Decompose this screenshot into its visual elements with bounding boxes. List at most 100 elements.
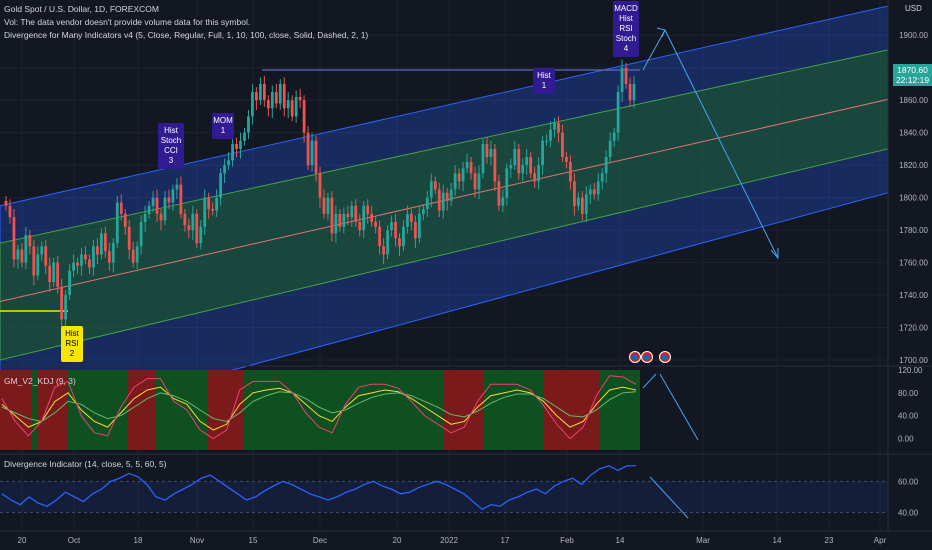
- time-axis-label: 2022: [440, 536, 458, 545]
- candle-body: [96, 246, 99, 255]
- candle-body: [278, 83, 282, 104]
- candle-body: [139, 221, 143, 247]
- candle-body: [334, 213, 338, 234]
- candle-body: [231, 144, 234, 161]
- candle-body: [386, 230, 389, 255]
- candle-body: [402, 226, 405, 247]
- candle-body: [465, 161, 469, 169]
- projection-arrow-down: [664, 29, 779, 259]
- candle-body: [131, 249, 135, 263]
- price-tick-label: 1840.00: [899, 129, 928, 138]
- candle-body: [167, 197, 171, 203]
- candle-body: [127, 226, 131, 250]
- candle-body: [8, 205, 12, 218]
- volume-legend[interactable]: Vol: The data vendor doesn't provide vol…: [4, 17, 251, 27]
- candle-body: [203, 197, 207, 227]
- candle-body: [4, 200, 8, 206]
- arrow-head: [656, 27, 666, 38]
- candle-body: [219, 173, 223, 198]
- time-axis-label: 15: [249, 536, 258, 545]
- candle-body: [56, 262, 60, 287]
- candle-body: [247, 116, 250, 133]
- kdj-legend[interactable]: GM_V2_KDJ (9, 3): [4, 376, 76, 386]
- candles: [4, 59, 636, 330]
- price-tick-label: 1760.00: [899, 259, 928, 268]
- div-tick-label: 40.00: [898, 508, 919, 517]
- candle-body: [338, 213, 342, 227]
- candle-body: [36, 254, 40, 276]
- kdj-zone: [208, 370, 244, 450]
- flag-inner: [662, 355, 668, 359]
- price-tick-label: 1700.00: [899, 356, 928, 365]
- candle-body: [262, 83, 266, 101]
- candle-body: [584, 194, 588, 214]
- candle-body: [159, 213, 163, 221]
- candle-body: [457, 173, 461, 182]
- divergence-label-text: 2: [70, 349, 75, 358]
- candle-body: [235, 144, 238, 149]
- candle-body: [28, 234, 32, 247]
- candle-body: [322, 197, 326, 214]
- candle-body: [72, 262, 75, 271]
- divergence-label-box: [613, 1, 639, 57]
- time-axis-label: 18: [134, 536, 143, 545]
- arrow-head: [770, 248, 779, 260]
- divergence-label-text: Hist: [65, 329, 80, 338]
- candle-body: [608, 140, 612, 158]
- divergence-legend[interactable]: Divergence for Many Indicators v4 (5, Cl…: [4, 30, 369, 40]
- candle-body: [111, 243, 115, 263]
- candle-body: [425, 197, 429, 209]
- kdj-zone: [444, 370, 483, 450]
- time-axis-label: 17: [501, 536, 510, 545]
- candle-body: [183, 213, 187, 226]
- candle-body: [561, 132, 564, 158]
- kdj-line-k: [1, 386, 637, 431]
- kdj-zone: [67, 370, 127, 450]
- candle-body: [489, 148, 493, 158]
- candle-body: [553, 122, 556, 130]
- candle-body: [541, 140, 544, 166]
- divergence-indicator-legend[interactable]: Divergence Indicator (14, close, 5, 5, 6…: [4, 459, 167, 469]
- candle-body: [314, 140, 318, 174]
- candle-body: [406, 213, 409, 227]
- candle-body: [545, 140, 548, 142]
- div-tick-label: 60.00: [898, 477, 919, 486]
- symbol-title[interactable]: Gold Spot / U.S. Dollar, 1D, FOREXCOM: [4, 4, 159, 14]
- candle-body: [239, 140, 242, 149]
- kdj-zone: [127, 370, 156, 450]
- candle-body: [569, 161, 572, 182]
- flag-inner: [644, 355, 650, 359]
- candle-body: [179, 184, 183, 214]
- candle-body: [119, 202, 123, 214]
- time-axis-label: Feb: [560, 536, 574, 545]
- price-tick-label: 1860.00: [899, 96, 928, 105]
- candle-body: [76, 262, 79, 266]
- candle-body: [505, 168, 509, 198]
- time-axis-label: 14: [616, 536, 625, 545]
- candle-body: [421, 208, 425, 214]
- candle-body: [302, 100, 306, 133]
- candle-body: [187, 225, 191, 231]
- candle-body: [290, 100, 294, 117]
- time-axis-label: Nov: [190, 536, 204, 545]
- candle-body: [68, 270, 71, 296]
- kdj-zone: [483, 370, 543, 450]
- time-axis-label: Oct: [68, 536, 81, 545]
- price-tick-label: 1800.00: [899, 194, 928, 203]
- candle-body: [32, 246, 36, 276]
- candle-body: [223, 165, 226, 174]
- time-axis-label: Dec: [313, 536, 327, 545]
- kdj-zone: [38, 370, 67, 450]
- candle-body: [12, 217, 16, 260]
- kdj-tick-label: 80.00: [898, 389, 919, 398]
- candle-body: [80, 254, 83, 266]
- divergence-label-text: 1: [542, 81, 547, 90]
- candle-body: [251, 92, 254, 117]
- candle-body: [171, 189, 175, 203]
- candle-body: [461, 168, 465, 182]
- time-axis-label: Apr: [874, 536, 887, 545]
- candle-body: [88, 259, 91, 268]
